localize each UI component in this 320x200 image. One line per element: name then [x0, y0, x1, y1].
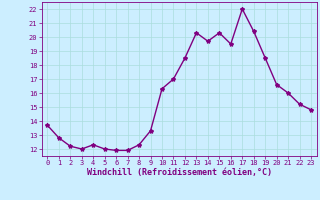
X-axis label: Windchill (Refroidissement éolien,°C): Windchill (Refroidissement éolien,°C): [87, 168, 272, 177]
